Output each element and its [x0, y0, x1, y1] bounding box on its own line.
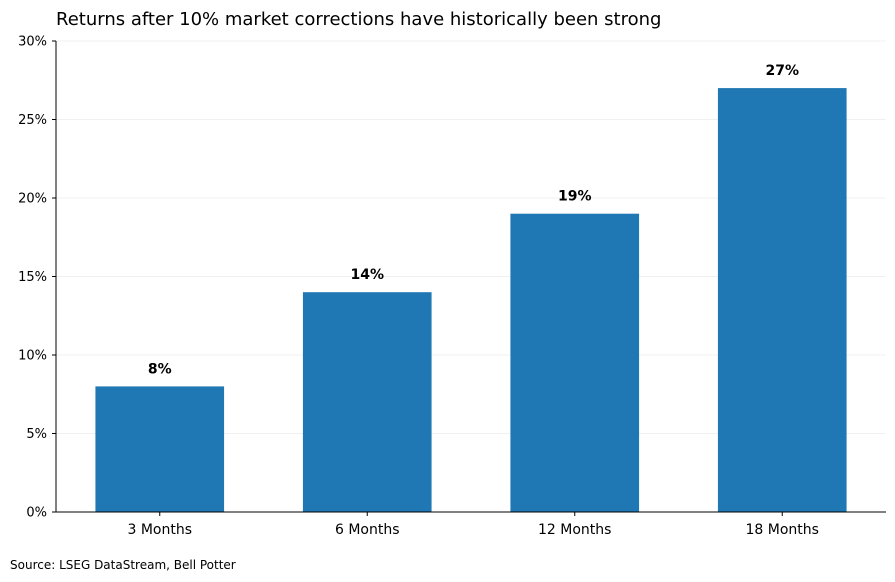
- y-tick-label: 0%: [26, 506, 47, 521]
- bar: [510, 213, 640, 512]
- source-note: Source: LSEG DataStream, Bell Potter: [10, 558, 236, 572]
- data-label: 27%: [765, 63, 799, 79]
- y-tick-label: 30%: [18, 35, 47, 50]
- y-tick-label: 5%: [26, 427, 47, 442]
- y-axis: 0% 5% 10% 15% 20% 25% 30%: [18, 35, 57, 521]
- bar: [717, 88, 847, 512]
- chart-title: Returns after 10% market corrections hav…: [56, 9, 661, 30]
- data-label: 19%: [558, 189, 592, 205]
- y-tick-label: 20%: [18, 192, 47, 207]
- x-tick-label: 6 Months: [335, 522, 400, 538]
- y-tick-label: 25%: [18, 113, 47, 128]
- data-label: 14%: [350, 267, 384, 283]
- x-axis: 3 Months 6 Months 12 Months 18 Months: [56, 511, 886, 538]
- bars: [95, 88, 847, 512]
- x-tick-label: 12 Months: [538, 522, 611, 538]
- data-labels: 8% 14% 19% 27%: [148, 63, 799, 377]
- bar: [95, 386, 225, 512]
- data-label: 8%: [148, 361, 172, 377]
- y-tick-label: 15%: [18, 270, 47, 285]
- x-tick-label: 3 Months: [127, 522, 192, 538]
- bar: [302, 292, 432, 512]
- x-tick-label: 18 Months: [746, 522, 819, 538]
- y-tick-label: 10%: [18, 349, 47, 364]
